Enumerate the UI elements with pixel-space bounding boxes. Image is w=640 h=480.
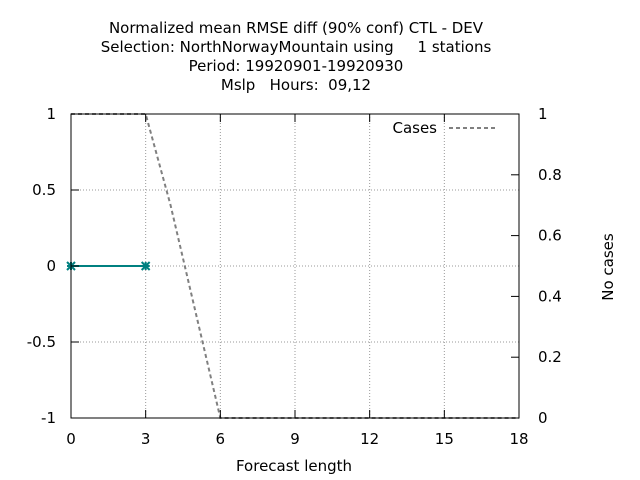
y-tick-label-left: 0.5	[32, 181, 56, 199]
x-tick-label: 18	[509, 430, 528, 448]
y-tick-label-right: 0	[538, 409, 548, 427]
title-line: Mslp Hours: 09,12	[221, 76, 371, 94]
y-tick-label-right: 0.2	[538, 348, 562, 366]
y-tick-label-left: -0.5	[27, 333, 56, 351]
x-tick-label: 6	[216, 430, 226, 448]
x-tick-label: 3	[141, 430, 151, 448]
axis-ticks: 0 3 6 9 12 15 18 1 0.5 0 -0.5 -1 1 0.8 0.6 0.4 0.2 0	[27, 105, 562, 448]
y-tick-label-left: 1	[46, 105, 56, 123]
x-tick-label: 12	[360, 430, 379, 448]
data-point-marker	[140, 261, 151, 271]
x-tick-label: 0	[66, 430, 76, 448]
title-line: Normalized mean RMSE diff (90% conf) CTL…	[109, 19, 484, 37]
legend: Cases	[392, 119, 495, 137]
x-tick-label: 15	[435, 430, 454, 448]
y-tick-label-right: 0.4	[538, 287, 562, 305]
legend-label: Cases	[392, 119, 437, 137]
x-tick-label: 9	[290, 430, 300, 448]
title-line: Period: 19920901-19920930	[189, 57, 404, 75]
chart-title: Normalized mean RMSE diff (90% conf) CTL…	[101, 19, 492, 94]
y-tick-label-left: 0	[46, 257, 56, 275]
y-tick-label-right: 0.6	[538, 227, 562, 245]
y-tick-label-right: 0.8	[538, 166, 562, 184]
y-tick-label-right: 1	[538, 105, 548, 123]
x-axis-label: Forecast length	[236, 457, 352, 475]
title-line: Selection: NorthNorwayMountain using 1 s…	[101, 38, 492, 56]
right-axis-label: No cases	[599, 233, 617, 301]
y-tick-label-left: -1	[41, 409, 56, 427]
